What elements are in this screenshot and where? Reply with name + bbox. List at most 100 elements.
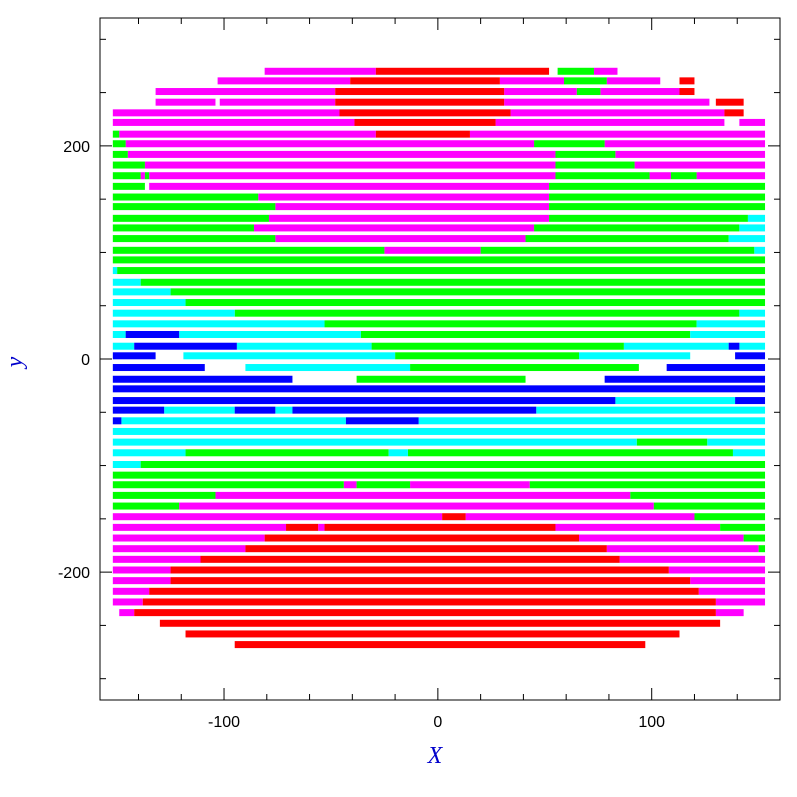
strip-segment bbox=[668, 566, 766, 574]
strip-segment bbox=[350, 77, 500, 85]
strip-segment bbox=[217, 77, 351, 85]
strip-segment bbox=[735, 352, 766, 360]
strip-segment bbox=[354, 118, 496, 126]
strip-segment bbox=[134, 609, 716, 617]
strip-segment bbox=[112, 203, 276, 211]
strip-segment bbox=[754, 246, 766, 254]
strip-segment bbox=[112, 161, 145, 169]
strip-segment bbox=[112, 406, 165, 414]
strip-segment bbox=[735, 397, 766, 405]
strip-segment bbox=[715, 609, 744, 617]
strip-segment bbox=[234, 406, 276, 414]
strip-segment bbox=[536, 406, 766, 414]
strip-segment bbox=[183, 352, 396, 360]
strip-segment bbox=[134, 342, 237, 350]
strip-segment bbox=[510, 109, 725, 117]
strip-segment bbox=[395, 352, 579, 360]
strip-segment bbox=[615, 397, 736, 405]
strip-segment bbox=[555, 172, 650, 180]
strip-segment bbox=[117, 267, 766, 275]
strip-segment bbox=[666, 364, 766, 372]
strip-segment bbox=[335, 98, 505, 106]
strip-segment bbox=[356, 481, 411, 489]
strip-segment bbox=[578, 534, 744, 542]
strip-segment bbox=[112, 224, 254, 232]
y-tick-label: 200 bbox=[63, 139, 90, 156]
strip-segment bbox=[557, 67, 594, 75]
strip-segment bbox=[318, 523, 325, 531]
strip-segment bbox=[112, 491, 216, 499]
strip-segment bbox=[127, 150, 556, 158]
strip-segment bbox=[121, 417, 346, 425]
strip-segment bbox=[253, 224, 535, 232]
strip-segment bbox=[264, 534, 579, 542]
strip-segment bbox=[371, 342, 624, 350]
strip-segment bbox=[170, 577, 691, 585]
strip-segment bbox=[144, 172, 150, 180]
y-tick-label: -200 bbox=[58, 565, 90, 582]
strip-segment bbox=[690, 330, 766, 338]
strip-segment bbox=[275, 406, 293, 414]
strip-segment bbox=[739, 118, 766, 126]
strip-segment bbox=[112, 523, 287, 531]
strip-segment bbox=[679, 88, 695, 96]
strip-segment bbox=[469, 130, 766, 138]
strip-segment bbox=[343, 481, 357, 489]
strip-segment bbox=[504, 98, 710, 106]
strip-segment bbox=[604, 140, 766, 148]
strip-segment bbox=[140, 172, 145, 180]
x-axis-label: X bbox=[427, 743, 444, 769]
strip-segment bbox=[112, 309, 235, 317]
y-axis-label: y bbox=[2, 356, 28, 369]
x-tick-label: 100 bbox=[638, 714, 665, 731]
strip-segment bbox=[179, 502, 654, 510]
strip-segment bbox=[185, 630, 680, 638]
strip-segment bbox=[112, 471, 766, 479]
strip-segment bbox=[112, 342, 135, 350]
strip-segment bbox=[360, 330, 691, 338]
strip-segment bbox=[112, 352, 156, 360]
strip-segment bbox=[739, 342, 766, 350]
strip-segment bbox=[112, 545, 246, 553]
strip-segment bbox=[418, 417, 766, 425]
strip-segment bbox=[679, 77, 695, 85]
strip-segment bbox=[112, 566, 171, 574]
strip-segment bbox=[623, 342, 729, 350]
strip-segment bbox=[112, 246, 385, 254]
strip-segment bbox=[112, 364, 205, 372]
strip-segment bbox=[142, 598, 716, 606]
strip-segment bbox=[112, 299, 186, 307]
strip-segment bbox=[549, 182, 766, 190]
strip-segment bbox=[112, 513, 443, 521]
strip-segment bbox=[728, 235, 766, 243]
strip-segment bbox=[140, 460, 766, 468]
strip-segment bbox=[292, 406, 537, 414]
strip-segment bbox=[119, 609, 135, 617]
strip-segment bbox=[268, 214, 550, 222]
strip-segment bbox=[694, 513, 766, 521]
strip-segment bbox=[732, 449, 766, 457]
strip-segment bbox=[112, 385, 766, 393]
strip-segment bbox=[555, 523, 721, 531]
x-tick-label: -100 bbox=[208, 714, 240, 731]
strip-segment bbox=[112, 555, 201, 563]
strip-segment bbox=[410, 364, 639, 372]
strip-segment bbox=[219, 98, 336, 106]
strip-segment bbox=[410, 481, 530, 489]
strip-segment bbox=[739, 309, 766, 317]
strip-segment bbox=[125, 330, 180, 338]
strip-segment bbox=[356, 375, 526, 383]
strip-segment bbox=[112, 330, 126, 338]
strip-segment bbox=[170, 566, 669, 574]
strip-segment bbox=[155, 88, 336, 96]
strip-segment bbox=[185, 299, 766, 307]
strip-segment bbox=[619, 555, 766, 563]
strip-segment bbox=[125, 140, 535, 148]
strip-segment bbox=[185, 449, 389, 457]
strip-segment bbox=[324, 320, 697, 328]
strip-segment bbox=[576, 88, 601, 96]
strip-segment bbox=[112, 449, 186, 457]
strip-segment bbox=[593, 67, 618, 75]
strip-segment bbox=[653, 502, 766, 510]
strip-segment bbox=[743, 534, 766, 542]
